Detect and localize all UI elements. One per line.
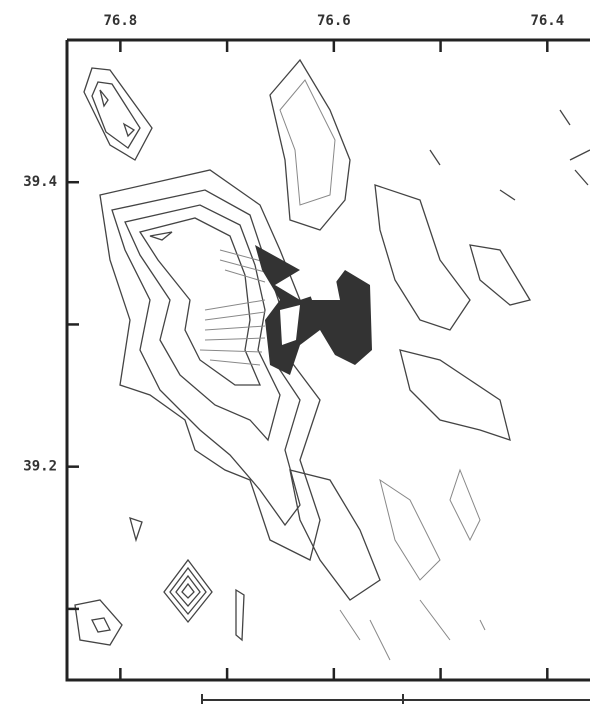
y-tick-label: 39.2: [23, 459, 57, 475]
contour: [379, 468, 481, 581]
frame: [65, 38, 590, 682]
contour: [399, 349, 511, 441]
contour: [429, 109, 590, 201]
x-tick-label: 76.6: [317, 13, 351, 29]
contour: [269, 58, 351, 231]
contour: [99, 169, 321, 561]
contour: [149, 231, 173, 241]
contour: [124, 204, 281, 442]
peak-gap: [280, 275, 340, 345]
y-tick-label: 39.4: [23, 174, 57, 190]
contour: [138, 217, 261, 386]
contour: [199, 249, 266, 366]
contour: [74, 599, 123, 646]
contour: [279, 79, 336, 206]
contour: [91, 81, 141, 149]
contour: [469, 244, 532, 306]
x-tick-label: 76.8: [104, 13, 138, 29]
contours: [74, 58, 590, 661]
scale-bar: [201, 694, 590, 704]
contour: [235, 588, 245, 642]
contour: [129, 516, 143, 543]
contour: [83, 67, 153, 161]
contour: [374, 184, 471, 331]
x-tick-label: 76.4: [530, 13, 564, 29]
contour: [289, 469, 381, 601]
contour: [99, 89, 136, 138]
contour: [163, 558, 213, 624]
contour: [339, 599, 486, 661]
